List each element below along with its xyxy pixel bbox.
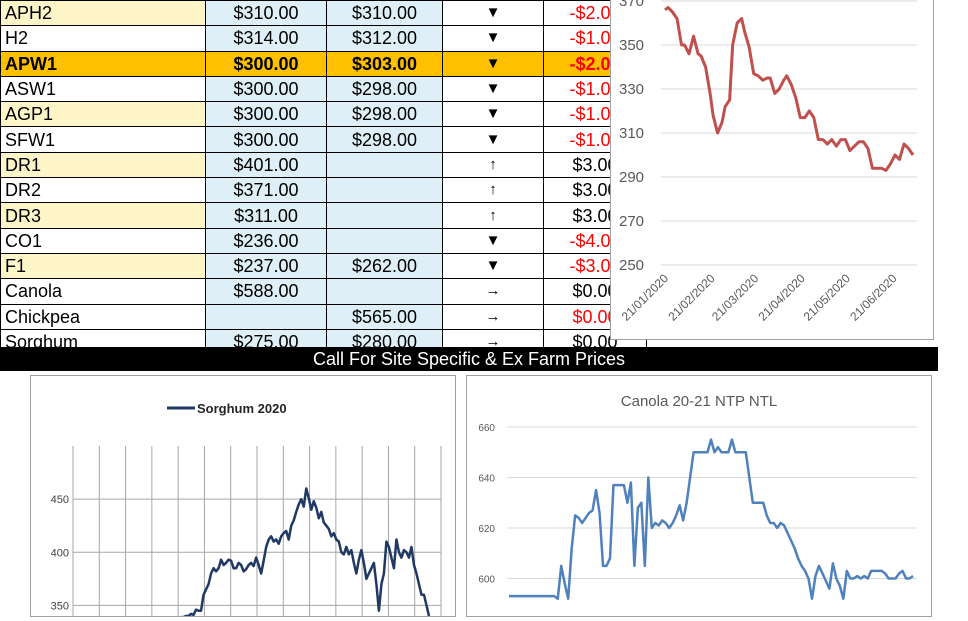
sorghum-series-line bbox=[181, 487, 431, 619]
wheat-price-chart-svg: 25027029031033035037021/01/202021/02/202… bbox=[619, 0, 917, 324]
price-cell: $300.00 bbox=[205, 126, 327, 153]
down-triangle-icon: ▼ bbox=[442, 0, 544, 27]
y-tick-label: 400 bbox=[51, 547, 69, 559]
price-cell: $312.00 bbox=[326, 25, 443, 52]
price-row-f1: F1 $237.00 $262.00 ▼ -$3.00 bbox=[0, 252, 647, 280]
price-cell: $262.00 bbox=[326, 252, 443, 280]
down-triangle-icon: ▼ bbox=[442, 252, 544, 280]
right-arrow-icon: → bbox=[442, 278, 544, 305]
sorghum-chart-svg: 350 400 450 Sorghum 2020 bbox=[51, 401, 442, 619]
price-row-chickpea: Chickpea $565.00 → $0.00 bbox=[0, 303, 647, 330]
price-cell: $565.00 bbox=[326, 303, 443, 330]
price-cell: $311.00 bbox=[205, 202, 327, 229]
price-row-dr1: DR1 $401.00 ↑ $3.00 bbox=[0, 151, 647, 179]
x-tick-label: 21/05/2020 bbox=[801, 271, 854, 324]
right-arrow-icon: → bbox=[442, 303, 544, 330]
price-row-asw1: ASW1 $300.00 $298.00 ▼ -$1.00 bbox=[0, 75, 647, 103]
price-row-aph2: APH2 $310.00 $310.00 ▼ -$2.00 bbox=[0, 0, 647, 27]
up-arrow-icon: ↑ bbox=[442, 151, 544, 179]
price-cell bbox=[326, 227, 443, 254]
price-row-apw1: APW1 $300.00 $303.00 ▼ -$2.00 bbox=[0, 50, 647, 77]
price-cell bbox=[326, 202, 443, 229]
price-cell bbox=[326, 151, 443, 179]
down-triangle-icon: ▼ bbox=[442, 101, 544, 128]
y-tick-label: 250 bbox=[619, 257, 644, 274]
price-cell: $237.00 bbox=[205, 252, 327, 280]
y-tick-label: 660 bbox=[478, 423, 495, 434]
canola-series-line bbox=[509, 438, 914, 600]
y-tick-label: 290 bbox=[619, 169, 644, 186]
chart-title: Canola 20-21 NTP NTL bbox=[621, 393, 777, 410]
price-cell: $303.00 bbox=[326, 50, 443, 77]
price-row-co1: CO1 $236.00 ▼ -$4.00 bbox=[0, 227, 647, 254]
canola-chart-svg: Canola 20-21 NTP NTL 600 620 640 660 bbox=[478, 393, 917, 600]
price-cell: $298.00 bbox=[326, 75, 443, 103]
commodity-label: Canola bbox=[0, 278, 206, 305]
y-tick-label: 270 bbox=[619, 213, 644, 230]
price-cell: $300.00 bbox=[205, 50, 327, 77]
commodity-label: SFW1 bbox=[0, 126, 206, 153]
price-row-h2: H2 $314.00 $312.00 ▼ -$1.00 bbox=[0, 25, 647, 52]
price-row-dr3: DR3 $311.00 ↑ $3.00 bbox=[0, 202, 647, 229]
price-cell: $310.00 bbox=[205, 0, 327, 27]
commodity-label: APW1 bbox=[0, 50, 206, 77]
y-tick-label: 350 bbox=[619, 37, 644, 54]
canola-chart: Canola 20-21 NTP NTL 600 620 640 660 bbox=[466, 375, 932, 617]
down-triangle-icon: ▼ bbox=[442, 50, 544, 77]
price-cell bbox=[326, 278, 443, 305]
commodity-label: H2 bbox=[0, 25, 206, 52]
commodity-label: DR3 bbox=[0, 202, 206, 229]
y-tick-label: 310 bbox=[619, 125, 644, 142]
commodity-label: AGP1 bbox=[0, 101, 206, 128]
x-tick-label: 21/03/2020 bbox=[709, 271, 762, 324]
commodity-label: ASW1 bbox=[0, 75, 206, 103]
x-tick-label: 21/01/2020 bbox=[619, 271, 672, 324]
price-cell: $300.00 bbox=[205, 75, 327, 103]
price-cell: $300.00 bbox=[205, 101, 327, 128]
price-row-canola: Canola $588.00 → $0.00 bbox=[0, 278, 647, 305]
price-cell: $298.00 bbox=[326, 126, 443, 153]
x-tick-label: 21/06/2020 bbox=[847, 271, 900, 324]
wheat-price-chart: 250 270 290 310 330 350 370 21/01/2020 21/02/202… bbox=[610, 0, 934, 340]
price-row-sfw1: SFW1 $300.00 $298.00 ▼ -$1.00 bbox=[0, 126, 647, 153]
up-arrow-icon: ↑ bbox=[442, 202, 544, 229]
sorghum-chart: 350 400 450 Sorghum 2020 bbox=[30, 375, 456, 619]
call-banner: Call For Site Specific & Ex Farm Prices bbox=[0, 347, 938, 371]
y-tick-label: 450 bbox=[51, 494, 69, 506]
y-tick-label: 330 bbox=[619, 81, 644, 98]
commodity-label: APH2 bbox=[0, 0, 206, 27]
down-triangle-icon: ▼ bbox=[442, 25, 544, 52]
price-cell: $310.00 bbox=[326, 0, 443, 27]
commodity-label: Chickpea bbox=[0, 303, 206, 330]
y-tick-label: 370 bbox=[619, 0, 644, 10]
commodity-label: DR2 bbox=[0, 177, 206, 204]
up-arrow-icon: ↑ bbox=[442, 177, 544, 204]
down-triangle-icon: ▼ bbox=[442, 227, 544, 254]
price-row-agp1: AGP1 $300.00 $298.00 ▼ -$1.00 bbox=[0, 101, 647, 128]
y-tick-label: 350 bbox=[51, 600, 69, 612]
price-table: APH2 $310.00 $310.00 ▼ -$2.00 H2 $314.00 $312.0… bbox=[0, 0, 647, 356]
price-series-line bbox=[664, 6, 915, 172]
down-triangle-icon: ▼ bbox=[442, 75, 544, 103]
price-cell: $314.00 bbox=[205, 25, 327, 52]
down-triangle-icon: ▼ bbox=[442, 126, 544, 153]
y-tick-label: 640 bbox=[478, 474, 495, 485]
price-cell bbox=[205, 303, 327, 330]
commodity-label: CO1 bbox=[0, 227, 206, 254]
legend-label: Sorghum 2020 bbox=[197, 401, 287, 416]
y-tick-label: 620 bbox=[478, 524, 495, 535]
price-cell: $236.00 bbox=[205, 227, 327, 254]
price-cell: $371.00 bbox=[205, 177, 327, 204]
commodity-label: F1 bbox=[0, 252, 206, 280]
commodity-label: DR1 bbox=[0, 151, 206, 179]
price-cell bbox=[326, 177, 443, 204]
price-cell: $401.00 bbox=[205, 151, 327, 179]
x-tick-label: 21/04/2020 bbox=[756, 271, 809, 324]
price-cell: $298.00 bbox=[326, 101, 443, 128]
y-tick-label: 600 bbox=[478, 575, 495, 586]
price-cell: $588.00 bbox=[205, 278, 327, 305]
price-row-dr2: DR2 $371.00 ↑ $3.00 bbox=[0, 177, 647, 204]
